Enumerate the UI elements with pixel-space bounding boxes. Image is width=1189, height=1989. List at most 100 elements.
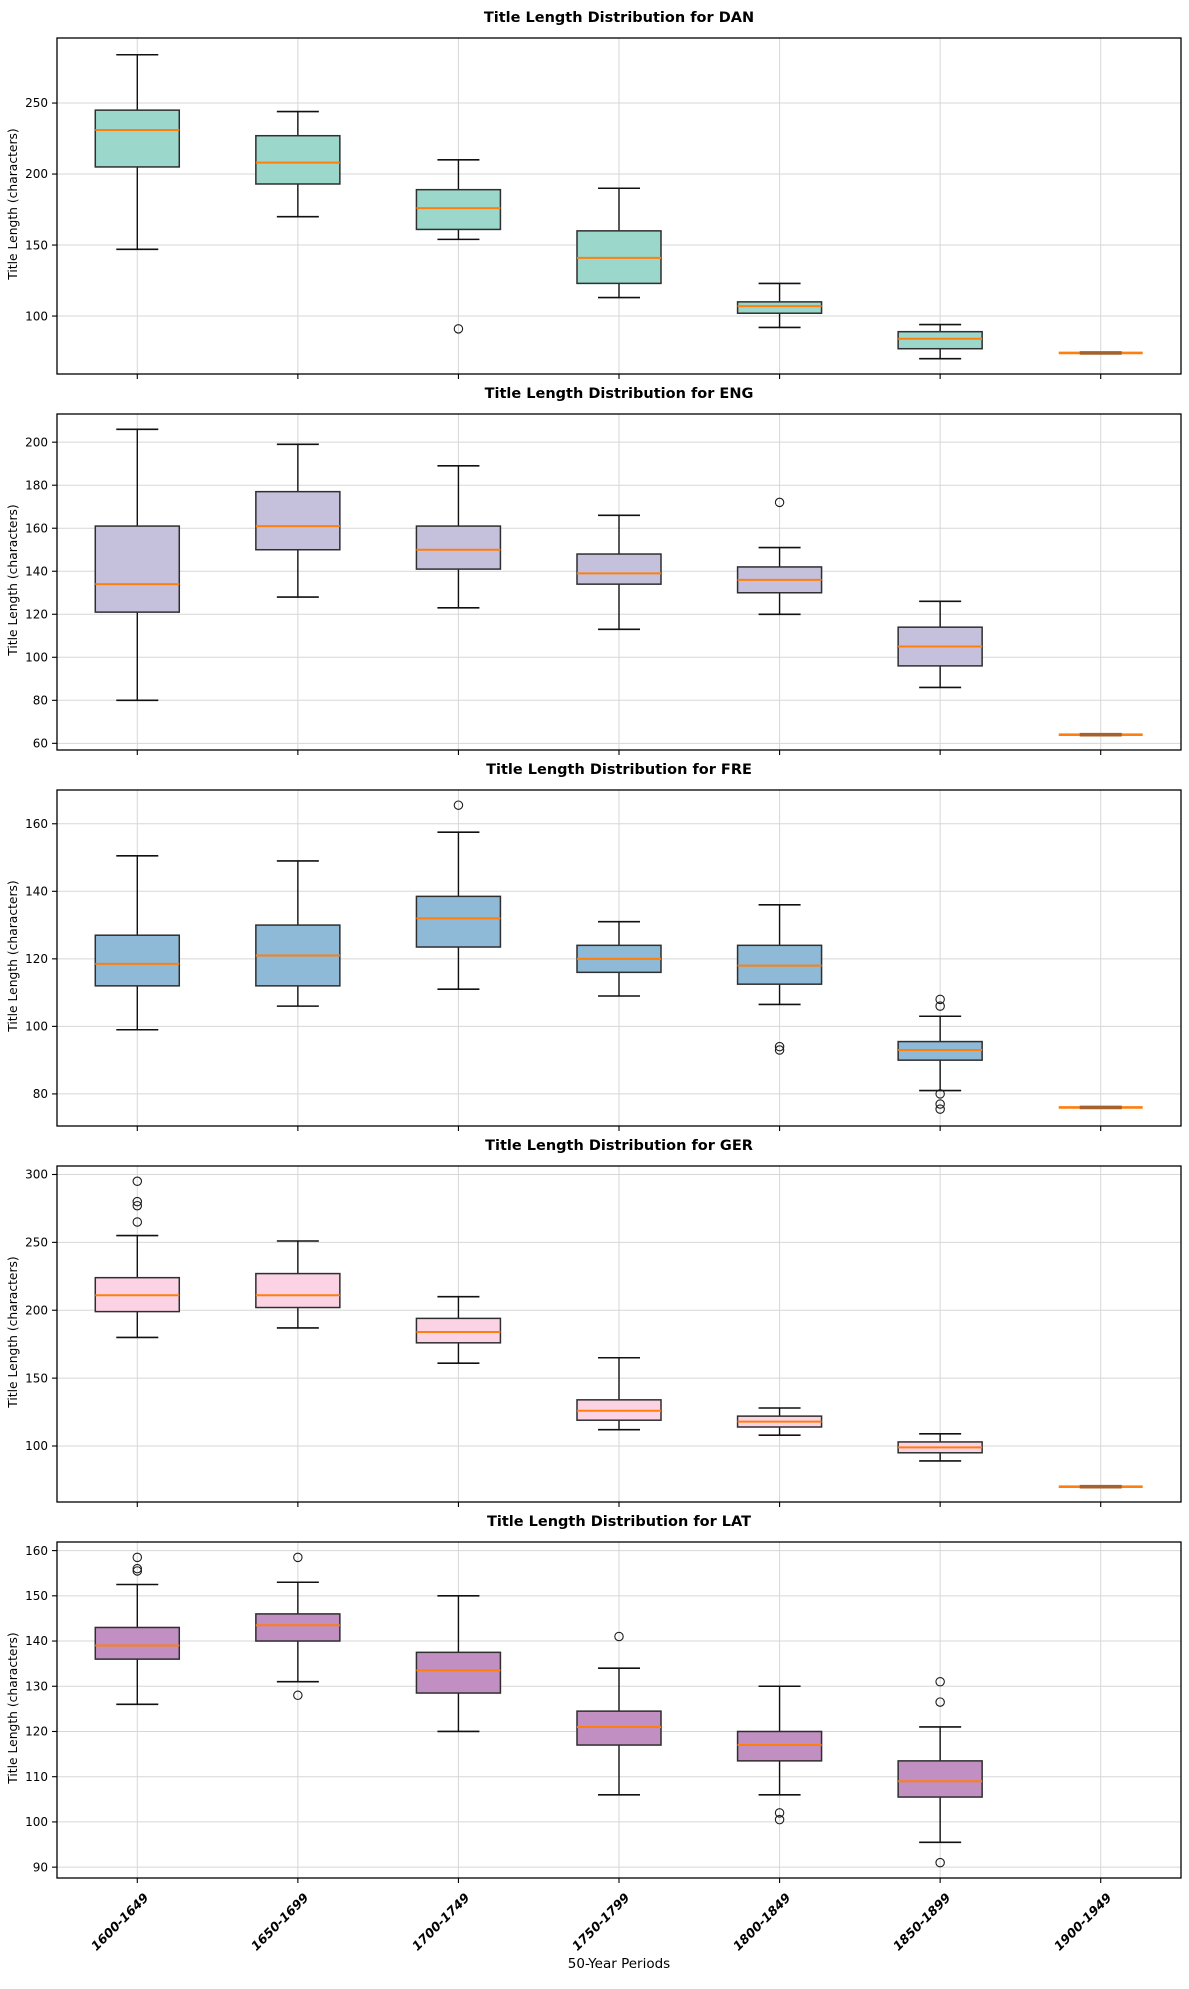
- box-1700-1749: [415, 800, 502, 991]
- y-tick-label: 110: [25, 1770, 48, 1784]
- outlier-point: [774, 1814, 785, 1825]
- y-tick-label: 60: [33, 737, 48, 751]
- outlier-point: [774, 1041, 785, 1052]
- subplot-eng: Title Length Distribution for ENG 60 80 10…: [0, 376, 1189, 755]
- box-1800-1849: [736, 497, 823, 616]
- y-tick-label: 100: [25, 650, 48, 664]
- y-tick-label: 180: [25, 478, 48, 492]
- iqr-box: [736, 1730, 823, 1762]
- y-tick-label: 200: [25, 167, 48, 181]
- iqr-box: [255, 1272, 341, 1309]
- box-1850-1899: [897, 994, 983, 1114]
- iqr-box: [94, 109, 181, 168]
- box-1850-1899: [897, 1676, 983, 1868]
- y-tick-label: 200: [25, 435, 48, 449]
- iqr-box: [94, 934, 181, 987]
- box-1600-1649: [94, 1552, 181, 1706]
- outlier-point: [935, 994, 945, 1005]
- y-tick-label: 80: [33, 1087, 48, 1101]
- iqr-box: [94, 525, 181, 613]
- x-tick-label-area: 1600-1649 1650-1699 1700-1749 1750-1799 1800…: [0, 1880, 1189, 1956]
- iqr-box: [576, 553, 662, 585]
- iqr-box: [415, 895, 502, 948]
- outlier-point: [293, 1552, 303, 1563]
- iqr-box: [897, 330, 983, 350]
- y-tick-label: 300: [25, 1168, 48, 1182]
- boxes: [94, 53, 1143, 360]
- y-tick-label: 160: [25, 1544, 48, 1558]
- boxplot-canvas-ger: 100 150 200 250 300: [25, 1165, 1182, 1507]
- box-1800-1849: [736, 1407, 823, 1436]
- chart-title-dan: Title Length Distribution for DAN: [483, 10, 755, 26]
- outlier-point: [935, 1001, 945, 1011]
- iqr-box: [736, 301, 823, 314]
- y-axis-label-fre: Title Length (characters): [6, 880, 20, 1032]
- chart-title-lat: Title Length Distribution for LAT: [486, 1514, 752, 1530]
- box-1800-1849: [736, 904, 823, 1055]
- outlier-point: [132, 1176, 143, 1187]
- iqr-box: [94, 1626, 181, 1660]
- y-tick-label: 120: [25, 607, 48, 621]
- box-1650-1699: [255, 443, 341, 598]
- y-tick-label: 150: [25, 238, 48, 252]
- box-1850-1899: [897, 600, 983, 689]
- outlier-point: [614, 1631, 624, 1642]
- boxes: [94, 428, 1143, 737]
- y-tick-labels: 60 80 100 120 140 160 180 200: [25, 435, 48, 750]
- outlier-point: [132, 1217, 143, 1227]
- y-tick-label: 100: [25, 1815, 48, 1829]
- outlier-point: [774, 1808, 785, 1818]
- y-axis-label-dan: Title Length (characters): [6, 128, 20, 280]
- box-1750-1799: [576, 1631, 662, 1796]
- y-tick-label: 140: [25, 1634, 48, 1648]
- box-1650-1699: [255, 1240, 341, 1329]
- box-1850-1899: [897, 323, 983, 360]
- tick-marks: [52, 1550, 1102, 1883]
- box-1600-1649: [94, 428, 181, 702]
- box-1650-1699: [255, 860, 341, 1007]
- outlier-point: [132, 1196, 143, 1207]
- iqr-box: [897, 1760, 983, 1798]
- box-1750-1799: [576, 187, 662, 299]
- box-1700-1749: [415, 1595, 502, 1733]
- chart-title-fre: Title Length Distribution for FRE: [486, 762, 752, 778]
- y-tick-label: 120: [25, 952, 48, 966]
- y-tick-label: 130: [25, 1679, 48, 1693]
- y-tick-label: 250: [25, 96, 48, 110]
- y-tick-label: 100: [25, 1020, 48, 1034]
- iqr-box: [255, 1613, 341, 1642]
- y-tick-label: 100: [25, 309, 48, 323]
- y-tick-label: 120: [25, 1725, 48, 1739]
- subplot-lat: Title Length Distribution for LAT 90 100 1…: [0, 1504, 1189, 1883]
- outlier-point: [453, 324, 464, 334]
- tick-marks: [52, 102, 1102, 379]
- subplot-fre: Title Length Distribution for FRE 80 100 1…: [0, 752, 1189, 1131]
- y-tick-labels: 100 150 200 250 300: [25, 1168, 48, 1454]
- y-tick-label: 160: [25, 521, 48, 535]
- axes-frame: [56, 1165, 1182, 1503]
- y-axis-label-ger: Title Length (characters): [6, 1256, 20, 1408]
- box-1800-1849: [736, 282, 823, 329]
- box-1750-1799: [576, 920, 662, 997]
- box-1700-1749: [415, 159, 502, 334]
- iqr-box: [255, 490, 341, 551]
- outlier-point: [935, 1089, 945, 1099]
- outlier-point: [132, 1200, 143, 1211]
- x-tick-label: 1600-1649: [87, 1890, 151, 1954]
- tick-marks: [52, 441, 1102, 755]
- outlier-point: [132, 1552, 143, 1563]
- axes-frame: [56, 37, 1182, 375]
- outlier-point: [935, 1697, 945, 1707]
- outlier-point: [935, 1099, 945, 1109]
- iqr-box: [415, 1651, 502, 1694]
- axes-frame: [56, 413, 1182, 751]
- outlier-point: [935, 1676, 945, 1687]
- box-1750-1799: [576, 1356, 662, 1431]
- iqr-box: [415, 1317, 502, 1344]
- outlier-point: [293, 1690, 303, 1701]
- y-tick-label: 100: [25, 1439, 48, 1453]
- x-tick-label: 1650-1699: [247, 1890, 312, 1954]
- x-axis-title: 50-Year Periods: [567, 1956, 671, 1972]
- outlier-point: [935, 1857, 945, 1868]
